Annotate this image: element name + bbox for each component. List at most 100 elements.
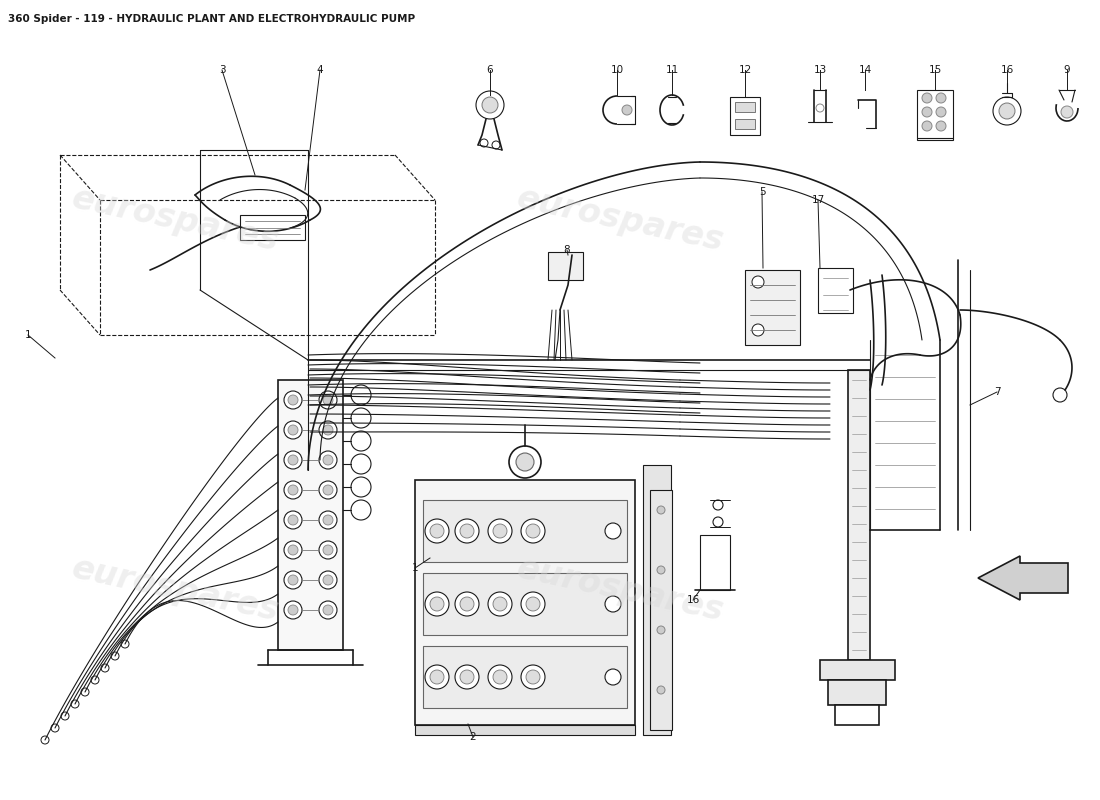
Circle shape	[526, 597, 540, 611]
Circle shape	[351, 408, 371, 428]
Circle shape	[922, 107, 932, 117]
Circle shape	[121, 640, 129, 648]
Circle shape	[101, 664, 109, 672]
Text: 2: 2	[470, 732, 476, 742]
Circle shape	[323, 425, 333, 435]
Text: 1: 1	[411, 563, 418, 573]
Circle shape	[284, 421, 302, 439]
Circle shape	[319, 601, 337, 619]
Text: 9: 9	[1064, 65, 1070, 75]
Circle shape	[488, 665, 512, 689]
Circle shape	[288, 545, 298, 555]
Circle shape	[605, 523, 621, 539]
Bar	[415, 725, 635, 735]
Circle shape	[1062, 106, 1072, 118]
Text: eurospares: eurospares	[68, 182, 282, 258]
Circle shape	[323, 605, 333, 615]
Text: 14: 14	[858, 65, 871, 75]
Circle shape	[713, 517, 723, 527]
Circle shape	[526, 670, 540, 684]
Circle shape	[460, 524, 474, 538]
Circle shape	[425, 665, 449, 689]
Circle shape	[713, 500, 723, 510]
Circle shape	[288, 425, 298, 435]
Circle shape	[284, 511, 302, 529]
Circle shape	[430, 524, 444, 538]
Bar	[424, 646, 627, 708]
Circle shape	[1053, 388, 1067, 402]
Circle shape	[351, 431, 371, 451]
Text: 5: 5	[759, 187, 766, 197]
Circle shape	[521, 592, 544, 616]
Circle shape	[323, 545, 333, 555]
Bar	[278, 380, 343, 650]
Circle shape	[351, 477, 371, 497]
Circle shape	[488, 519, 512, 543]
Text: 360 Spider - 119 - HYDRAULIC PLANT AND ELECTROHYDRAULIC PUMP: 360 Spider - 119 - HYDRAULIC PLANT AND E…	[8, 14, 415, 24]
Circle shape	[319, 391, 337, 409]
Bar	[745, 270, 800, 345]
Circle shape	[492, 141, 500, 149]
Circle shape	[657, 566, 665, 574]
Circle shape	[657, 686, 665, 694]
Circle shape	[284, 601, 302, 619]
Circle shape	[288, 515, 298, 525]
Circle shape	[319, 421, 337, 439]
Circle shape	[460, 597, 474, 611]
Text: 7: 7	[993, 387, 1000, 397]
Circle shape	[351, 454, 371, 474]
Circle shape	[455, 592, 478, 616]
Bar	[820, 660, 895, 680]
Text: 12: 12	[738, 65, 751, 75]
Text: eurospares: eurospares	[514, 552, 727, 628]
Bar	[240, 215, 305, 240]
Text: 8: 8	[563, 245, 570, 255]
Bar	[650, 490, 672, 730]
Bar	[735, 102, 755, 112]
Circle shape	[521, 665, 544, 689]
Circle shape	[516, 453, 534, 471]
Circle shape	[476, 91, 504, 119]
FancyArrow shape	[978, 556, 1068, 600]
Circle shape	[284, 391, 302, 409]
Bar	[848, 370, 870, 660]
Circle shape	[425, 592, 449, 616]
Circle shape	[816, 104, 824, 112]
Bar	[730, 97, 760, 135]
Circle shape	[936, 107, 946, 117]
Circle shape	[455, 519, 478, 543]
Circle shape	[72, 700, 79, 708]
Bar	[835, 705, 879, 725]
Circle shape	[319, 451, 337, 469]
Bar	[917, 90, 953, 140]
Circle shape	[284, 481, 302, 499]
Circle shape	[323, 455, 333, 465]
Circle shape	[323, 395, 333, 405]
Circle shape	[51, 724, 59, 732]
Circle shape	[657, 506, 665, 514]
Circle shape	[605, 596, 621, 612]
Circle shape	[936, 93, 946, 103]
Circle shape	[91, 676, 99, 684]
Circle shape	[999, 103, 1015, 119]
Circle shape	[621, 105, 632, 115]
Circle shape	[351, 385, 371, 405]
Circle shape	[111, 652, 119, 660]
Text: 15: 15	[928, 65, 942, 75]
Circle shape	[936, 121, 946, 131]
Bar	[735, 119, 755, 129]
Text: eurospares: eurospares	[514, 182, 727, 258]
Circle shape	[922, 121, 932, 131]
Circle shape	[319, 481, 337, 499]
Bar	[415, 480, 635, 725]
Text: 16: 16	[686, 595, 700, 605]
Circle shape	[288, 605, 298, 615]
Text: eurospares: eurospares	[68, 552, 282, 628]
Circle shape	[284, 541, 302, 559]
Circle shape	[455, 665, 478, 689]
Circle shape	[993, 97, 1021, 125]
Text: 11: 11	[666, 65, 679, 75]
Circle shape	[480, 139, 488, 147]
Bar	[700, 535, 730, 590]
Text: 10: 10	[610, 65, 624, 75]
